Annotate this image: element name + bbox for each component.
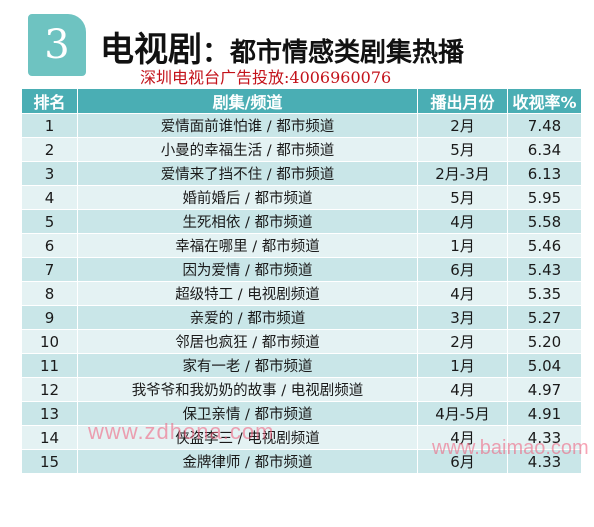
table-row: 7 因为爱情 / 都市频道 6月 5.43 <box>21 257 582 282</box>
table-row: 5 生死相依 / 都市频道 4月 5.58 <box>21 209 582 234</box>
rating-cell: 4.33 <box>507 449 582 474</box>
rating-cell: 5.46 <box>507 233 582 258</box>
rank-cell: 5 <box>21 209 78 234</box>
ad-contact-line: 深圳电视台广告投放:4006960076 <box>140 68 392 87</box>
rank-cell: 2 <box>21 137 78 162</box>
table-row: 6 幸福在哪里 / 都市频道 1月 5.46 <box>21 233 582 258</box>
show-channel-cell: 家有一老 / 都市频道 <box>77 353 418 378</box>
rating-cell: 5.58 <box>507 209 582 234</box>
table-header-row: 排名 剧集/频道 播出月份 收视率% <box>21 88 582 114</box>
table-row: 3 爱情来了挡不住 / 都市频道 2月-3月 6.13 <box>21 161 582 186</box>
rank-cell: 10 <box>21 329 78 354</box>
air-month-cell: 4月-5月 <box>417 401 508 426</box>
table-row: 9 亲爱的 / 都市频道 3月 5.27 <box>21 305 582 330</box>
air-month-cell: 4月 <box>417 281 508 306</box>
rank-cell: 13 <box>21 401 78 426</box>
header-rank: 排名 <box>21 88 78 114</box>
show-channel-cell: 我爷爷和我奶奶的故事 / 电视剧频道 <box>77 377 418 402</box>
air-month-cell: 5月 <box>417 137 508 162</box>
rank-cell: 12 <box>21 377 78 402</box>
rating-cell: 6.13 <box>507 161 582 186</box>
air-month-cell: 2月 <box>417 329 508 354</box>
rating-cell: 5.95 <box>507 185 582 210</box>
air-month-cell: 2月-3月 <box>417 161 508 186</box>
show-channel-cell: 爱情来了挡不住 / 都市频道 <box>77 161 418 186</box>
show-channel-cell: 生死相依 / 都市频道 <box>77 209 418 234</box>
rating-cell: 5.20 <box>507 329 582 354</box>
rank-cell: 7 <box>21 257 78 282</box>
air-month-cell: 4月 <box>417 425 508 450</box>
page-title: 电视剧：都市情感类剧集热播 <box>100 22 464 71</box>
rank-cell: 1 <box>21 113 78 138</box>
table-row: 8 超级特工 / 电视剧频道 4月 5.35 <box>21 281 582 306</box>
rating-cell: 5.43 <box>507 257 582 282</box>
show-channel-cell: 爱情面前谁怕谁 / 都市频道 <box>77 113 418 138</box>
rank-cell: 4 <box>21 185 78 210</box>
rank-cell: 11 <box>21 353 78 378</box>
table-row: 2 小曼的幸福生活 / 都市频道 5月 6.34 <box>21 137 582 162</box>
title-separator: ： <box>202 35 231 68</box>
header-air-month: 播出月份 <box>417 88 508 114</box>
air-month-cell: 2月 <box>417 113 508 138</box>
table-row: 12 我爷爷和我奶奶的故事 / 电视剧频道 4月 4.97 <box>21 377 582 402</box>
show-channel-cell: 婚前婚后 / 都市频道 <box>77 185 418 210</box>
air-month-cell: 6月 <box>417 449 508 474</box>
show-channel-cell: 亲爱的 / 都市频道 <box>77 305 418 330</box>
air-month-cell: 1月 <box>417 353 508 378</box>
table-row: 11 家有一老 / 都市频道 1月 5.04 <box>21 353 582 378</box>
air-month-cell: 4月 <box>417 377 508 402</box>
show-channel-cell: 因为爱情 / 都市频道 <box>77 257 418 282</box>
table-row: 1 爱情面前谁怕谁 / 都市频道 2月 7.48 <box>21 113 582 138</box>
header-show-channel: 剧集/频道 <box>77 88 418 114</box>
air-month-cell: 6月 <box>417 257 508 282</box>
header-rating: 收视率% <box>507 88 582 114</box>
rating-cell: 6.34 <box>507 137 582 162</box>
show-channel-cell: 超级特工 / 电视剧频道 <box>77 281 418 306</box>
table-row: 14 侠盗李三 / 电视剧频道 4月 4.33 <box>21 425 582 450</box>
table-row: 10 邻居也疯狂 / 都市频道 2月 5.20 <box>21 329 582 354</box>
rank-cell: 6 <box>21 233 78 258</box>
table-row: 15 金牌律师 / 都市频道 6月 4.33 <box>21 449 582 474</box>
show-channel-cell: 小曼的幸福生活 / 都市频道 <box>77 137 418 162</box>
ratings-table: 排名 剧集/频道 播出月份 收视率% 1 爱情面前谁怕谁 / 都市频道 2月 7.48… <box>21 88 582 474</box>
rating-cell: 5.35 <box>507 281 582 306</box>
rating-cell: 4.33 <box>507 425 582 450</box>
rank-cell: 9 <box>21 305 78 330</box>
air-month-cell: 3月 <box>417 305 508 330</box>
title-sub: 都市情感类剧集热播 <box>230 38 465 68</box>
air-month-cell: 5月 <box>417 185 508 210</box>
rating-cell: 4.91 <box>507 401 582 426</box>
table-body: 1 爱情面前谁怕谁 / 都市频道 2月 7.48 2 小曼的幸福生活 / 都市频道 5月 6.… <box>21 113 582 474</box>
show-channel-cell: 邻居也疯狂 / 都市频道 <box>77 329 418 354</box>
rank-cell: 14 <box>21 425 78 450</box>
rating-cell: 4.97 <box>507 377 582 402</box>
section-number-badge: 3 <box>28 14 86 76</box>
show-channel-cell: 侠盗李三 / 电视剧频道 <box>77 425 418 450</box>
show-channel-cell: 保卫亲情 / 都市频道 <box>77 401 418 426</box>
rank-cell: 3 <box>21 161 78 186</box>
title-main: 电视剧 <box>100 30 202 70</box>
show-channel-cell: 金牌律师 / 都市频道 <box>77 449 418 474</box>
air-month-cell: 4月 <box>417 209 508 234</box>
rating-cell: 7.48 <box>507 113 582 138</box>
rank-cell: 15 <box>21 449 78 474</box>
rating-cell: 5.04 <box>507 353 582 378</box>
air-month-cell: 1月 <box>417 233 508 258</box>
rank-cell: 8 <box>21 281 78 306</box>
show-channel-cell: 幸福在哪里 / 都市频道 <box>77 233 418 258</box>
rating-cell: 5.27 <box>507 305 582 330</box>
table-row: 13 保卫亲情 / 都市频道 4月-5月 4.91 <box>21 401 582 426</box>
table-row: 4 婚前婚后 / 都市频道 5月 5.95 <box>21 185 582 210</box>
